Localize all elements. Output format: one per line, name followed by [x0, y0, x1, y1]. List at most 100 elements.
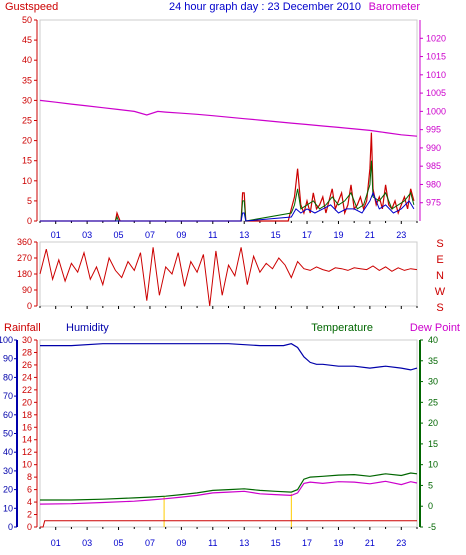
average-series-line — [40, 191, 415, 222]
humidity-tick-label: 100 — [0, 335, 13, 345]
barometer-tick-label: 990 — [426, 143, 441, 153]
x-tick-label-bottom: 15 — [271, 538, 281, 548]
x-tick-label-bottom: 21 — [365, 538, 375, 548]
x-tick-label-top: 05 — [114, 230, 124, 240]
humidity-tick-label: 80 — [3, 372, 13, 382]
gust-tick-label: 35 — [22, 75, 32, 85]
humidity-tick-label: 0 — [8, 522, 13, 532]
wind-series-line — [40, 160, 415, 222]
humidity-tick-label: 30 — [3, 466, 13, 476]
compass-label: N — [436, 270, 444, 282]
direction-tick-label: 360 — [17, 237, 32, 247]
humidity-tick-label: 10 — [3, 503, 13, 513]
rainfall-tick-label: 18 — [22, 410, 32, 420]
x-tick-label-bottom: 03 — [82, 538, 92, 548]
x-tick-label-bottom: 23 — [396, 538, 406, 548]
rainfall-tick-label: 26 — [22, 360, 32, 370]
rainfall-tick-label: 6 — [27, 485, 32, 495]
gust-tick-label: 20 — [22, 136, 32, 146]
barometer-series-line — [39, 99, 418, 137]
barometer-label: Barometer — [369, 1, 421, 13]
gustspeed-label: Gustspeed — [5, 1, 58, 13]
humidity-tick-label: 60 — [3, 410, 13, 420]
gust-tick-label: 15 — [22, 156, 32, 166]
x-tick-label-bottom: 09 — [176, 538, 186, 548]
gust-tick-label: 5 — [27, 196, 32, 206]
rainfall-tick-label: 4 — [27, 497, 32, 507]
direction-tick-label: 90 — [22, 285, 32, 295]
x-tick-label-top: 23 — [396, 230, 406, 240]
rainfall-tick-label: 8 — [27, 472, 32, 482]
temperature-tick-label: 30 — [428, 377, 438, 387]
gust-panel-frame — [39, 19, 418, 222]
temperature-tick-label: 10 — [428, 460, 438, 470]
barometer-tick-label: 1020 — [426, 33, 446, 43]
barometer-tick-label: 1000 — [426, 106, 446, 116]
temperature-tick-label: 25 — [428, 397, 438, 407]
rainfall-series-line — [40, 520, 417, 528]
gust-tick-label: 10 — [22, 176, 32, 186]
temperature-label: Temperature — [311, 322, 373, 334]
x-tick-label-top: 21 — [365, 230, 375, 240]
x-tick-label-bottom: 01 — [51, 538, 61, 548]
rainfall-tick-label: 12 — [22, 447, 32, 457]
rainfall-tick-label: 2 — [27, 510, 32, 520]
gust-tick-label: 50 — [22, 15, 32, 25]
rainfall-tick-label: 28 — [22, 347, 32, 357]
x-tick-label-top: 13 — [239, 230, 249, 240]
direction-panel-frame — [39, 241, 418, 307]
barometer-tick-label: 1005 — [426, 88, 446, 98]
x-tick-label-bottom: 13 — [239, 538, 249, 548]
wind-direction-series-line — [39, 247, 418, 307]
x-tick-label-top: 01 — [51, 230, 61, 240]
rainfall-tick-label: 22 — [22, 385, 32, 395]
x-tick-label-top: 19 — [333, 230, 343, 240]
temperature-tick-label: -5 — [428, 522, 436, 532]
barometer-tick-label: 1015 — [426, 52, 446, 62]
dew-point-series-line — [39, 480, 418, 505]
temperature-series-line — [40, 472, 418, 501]
gust-tick-label: 30 — [22, 95, 32, 105]
rainfall-tick-label: 14 — [22, 435, 32, 445]
temperature-tick-label: 0 — [428, 501, 433, 511]
temperature-tick-label: 5 — [428, 480, 433, 490]
compass-label: E — [436, 254, 443, 266]
temperature-tick-label: 20 — [428, 418, 438, 428]
gust-tick-label: 25 — [22, 116, 32, 126]
x-tick-label-bottom: 07 — [145, 538, 155, 548]
compass-label: W — [435, 286, 446, 298]
rainfall-tick-label: 24 — [22, 372, 32, 382]
gustspeed-series-line — [40, 132, 415, 222]
compass-label: S — [436, 238, 443, 250]
rainfall-tick-label: 20 — [22, 397, 32, 407]
x-tick-label-bottom: 19 — [333, 538, 343, 548]
page-title: 24 hour graph day : 23 December 2010 — [169, 1, 361, 13]
rainfall-tick-label: 0 — [27, 522, 32, 532]
rainfall-label: Rainfall — [4, 322, 41, 334]
rainfall-tick-label: 16 — [22, 422, 32, 432]
rainfall-tick-label: 10 — [22, 460, 32, 470]
barometer-tick-label: 1010 — [426, 70, 446, 80]
humidity-tick-label: 90 — [3, 354, 13, 364]
x-tick-label-bottom: 05 — [114, 538, 124, 548]
direction-tick-label: 270 — [17, 253, 32, 263]
x-tick-label-top: 11 — [208, 230, 217, 240]
barometer-tick-label: 985 — [426, 161, 441, 171]
x-tick-label-top: 15 — [271, 230, 281, 240]
direction-tick-label: 0 — [27, 301, 32, 311]
x-tick-label-bottom: 11 — [208, 538, 217, 548]
temperature-tick-label: 40 — [428, 335, 438, 345]
gust-tick-label: 0 — [27, 216, 32, 226]
barometer-tick-label: 980 — [426, 179, 441, 189]
x-tick-label-top: 07 — [145, 230, 155, 240]
x-tick-label-top: 17 — [302, 230, 312, 240]
humidity-series-line — [40, 343, 418, 371]
humidity-label: Humidity — [66, 322, 109, 334]
temperature-tick-label: 35 — [428, 356, 438, 366]
x-tick-label-top: 03 — [82, 230, 92, 240]
humidity-tick-label: 20 — [3, 485, 13, 495]
humidity-tick-label: 70 — [3, 391, 13, 401]
dew-point-label: Dew Point — [410, 322, 460, 334]
